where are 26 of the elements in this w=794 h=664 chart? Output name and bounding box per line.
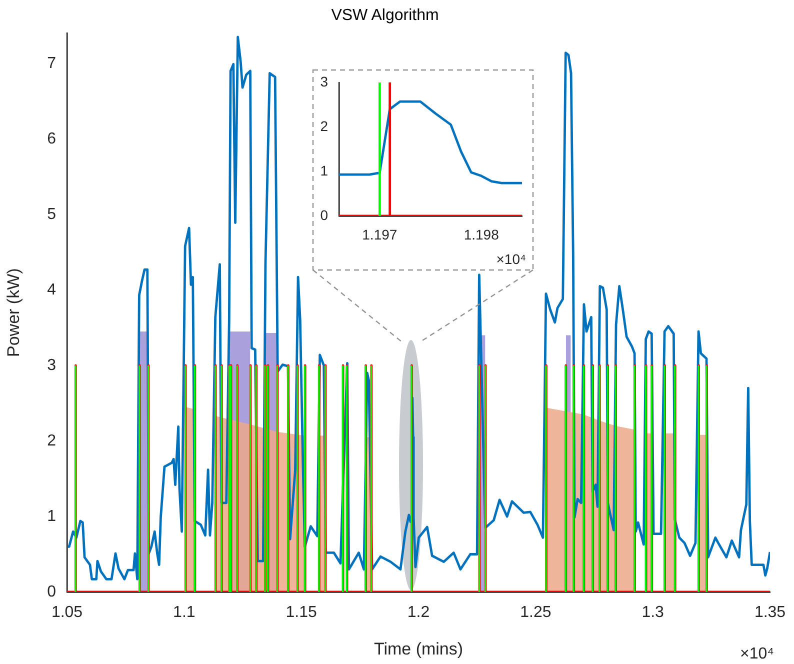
y-axis-title: Power (kW)	[4, 268, 23, 357]
x-tick-label: 1.2	[407, 604, 430, 622]
y-tick-label: 2	[47, 432, 56, 450]
x-tick-label: 1.35	[754, 604, 786, 622]
chart-title: VSW Algorithm	[331, 7, 439, 24]
y-tick-label: 3	[47, 356, 56, 374]
x-tick-label: 1.25	[520, 604, 552, 622]
y-tick-label: 1	[47, 508, 56, 525]
x-axis-title: Time (mins)	[374, 639, 464, 658]
x-tick-label: 1.198	[464, 226, 500, 242]
y-tick-label: 6	[47, 130, 56, 148]
x-tick-label: 1.1	[173, 604, 196, 622]
y-tick-label: 3	[320, 73, 328, 90]
x-tick-label: 1.3	[642, 604, 664, 622]
x-tick-label: 1.15	[286, 604, 318, 622]
y-tick-label: 1	[320, 162, 328, 178]
y-tick-label: 2	[320, 118, 328, 134]
y-tick-label: 5	[47, 206, 56, 223]
y-tick-label: 0	[47, 583, 56, 600]
x-tick-label: 1.05	[51, 604, 83, 622]
y-tick-label: 7	[47, 54, 56, 72]
y-tick-label: 4	[47, 281, 56, 298]
text: ×10⁴	[740, 645, 774, 662]
x-tick-label: 1.197	[362, 226, 398, 242]
annotation: ×10⁴	[496, 250, 526, 267]
y-tick-label: 0	[320, 206, 328, 223]
